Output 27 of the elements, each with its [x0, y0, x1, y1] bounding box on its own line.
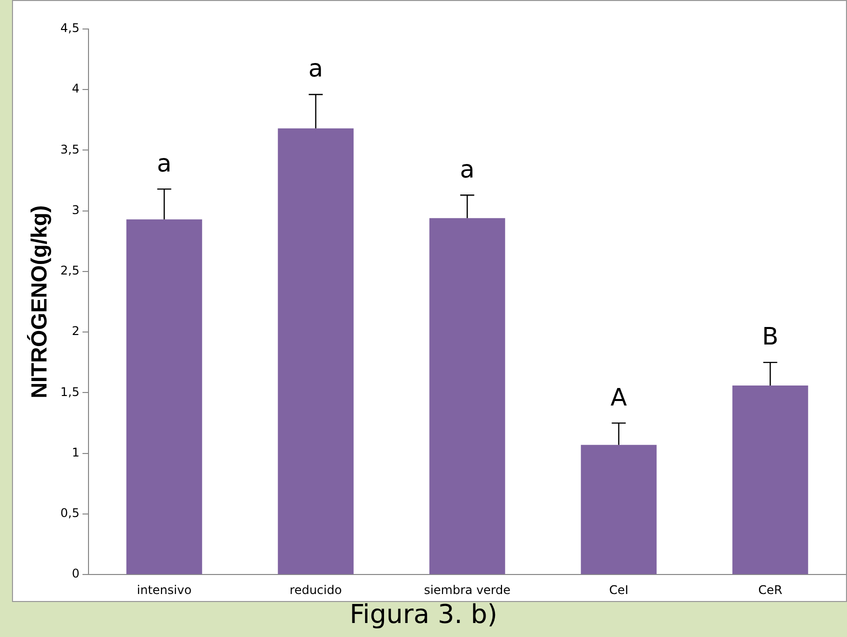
x-tick-label: intensivo	[136, 582, 192, 597]
bar	[732, 385, 808, 574]
y-tick-label: 4,5	[60, 21, 80, 36]
x-tick-label: CeR	[758, 582, 782, 597]
annotation: a	[460, 155, 475, 184]
y-tick-label: 3,5	[60, 142, 80, 156]
y-tick-label: 3	[72, 202, 80, 217]
annotation: a	[308, 54, 324, 83]
bar	[580, 444, 657, 574]
y-tick-label: 2,5	[60, 264, 80, 278]
y-tick-label: 1,5	[60, 384, 80, 399]
annotation: A	[610, 383, 628, 412]
annotation: a	[156, 149, 172, 178]
text: Figura 3. b)	[348, 600, 498, 630]
y-tick-label: 4	[72, 82, 80, 96]
annotation: B	[762, 322, 778, 351]
x-tick-label: CeI	[609, 582, 628, 597]
y-tick-label: 1	[72, 445, 80, 460]
y-tick-label: 0	[72, 566, 80, 581]
x-tick-label: siembra verde	[424, 582, 511, 597]
y-tick-label: 2	[72, 324, 80, 338]
bar	[429, 218, 506, 574]
bar	[278, 128, 354, 574]
x-tick-label: reducido	[290, 582, 342, 597]
bar	[126, 219, 202, 574]
y-tick-label: 0,5	[60, 506, 80, 520]
y-axis-title: NITRÓGENO(g/kg)	[26, 205, 52, 398]
